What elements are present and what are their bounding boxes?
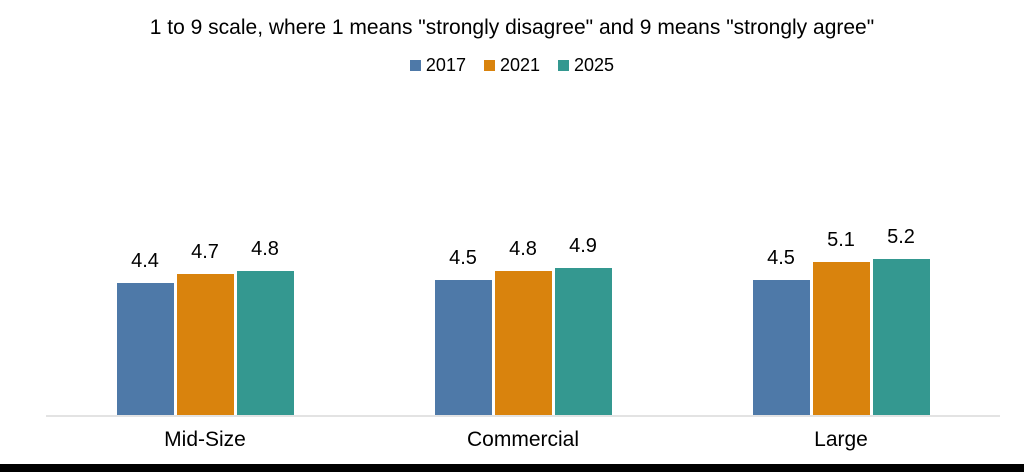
legend-label: 2025 [574,55,615,75]
bar-2025-Large [872,259,930,415]
value-label: 5.2 [887,226,915,248]
value-label: 5.1 [827,229,855,251]
legend-swatch-icon [409,60,421,71]
category-label-Commercial: Commercial [466,428,579,451]
legend-item-2025: 2025 [558,55,614,76]
bar-2021-Mid-Size [176,274,234,415]
value-label: 4.4 [131,250,159,272]
value-label: 4.8 [251,238,279,260]
legend-item-2021: 2021 [483,55,541,76]
bar-2017-Large [752,280,810,415]
plot-area: 4.4 4.7 4.8 4.5 4.8 4.9 4.5 5.1 5.2 [46,145,1000,417]
category-label-Large: Large [814,428,868,451]
legend-swatch-icon [558,60,570,71]
value-label: 4.9 [569,235,597,257]
bar-group-Large: 4.5 5.1 5.2 [682,145,1000,415]
legend-item-2017: 2017 [409,55,466,76]
legend-swatch-icon [483,60,495,71]
category-axis: Mid-Size Commercial Large [46,428,1000,454]
value-label: 4.5 [449,247,477,269]
bar-2025-Mid-Size [236,271,294,415]
bar-2025-Commercial [554,268,612,415]
category-label-Mid-Size: Mid-Size [164,428,246,451]
chart-title: 1 to 9 scale, where 1 means "strongly di… [149,16,875,39]
value-label: 4.7 [191,241,219,263]
legend: 2017 2021 2025 [0,55,1024,76]
legend-label: 2021 [499,55,541,75]
bar-2017-Mid-Size [116,283,174,415]
bar-group-Mid-Size: 4.4 4.7 4.8 [46,145,364,415]
legend-label: 2017 [425,55,466,75]
bottom-black-bar [0,464,1024,472]
value-label: 4.5 [767,247,795,269]
bar-2021-Commercial [494,271,552,415]
bar-2017-Commercial [434,280,492,415]
value-label: 4.8 [509,238,537,260]
bar-group-Commercial: 4.5 4.8 4.9 [364,145,682,415]
bar-2021-Large [812,262,870,415]
